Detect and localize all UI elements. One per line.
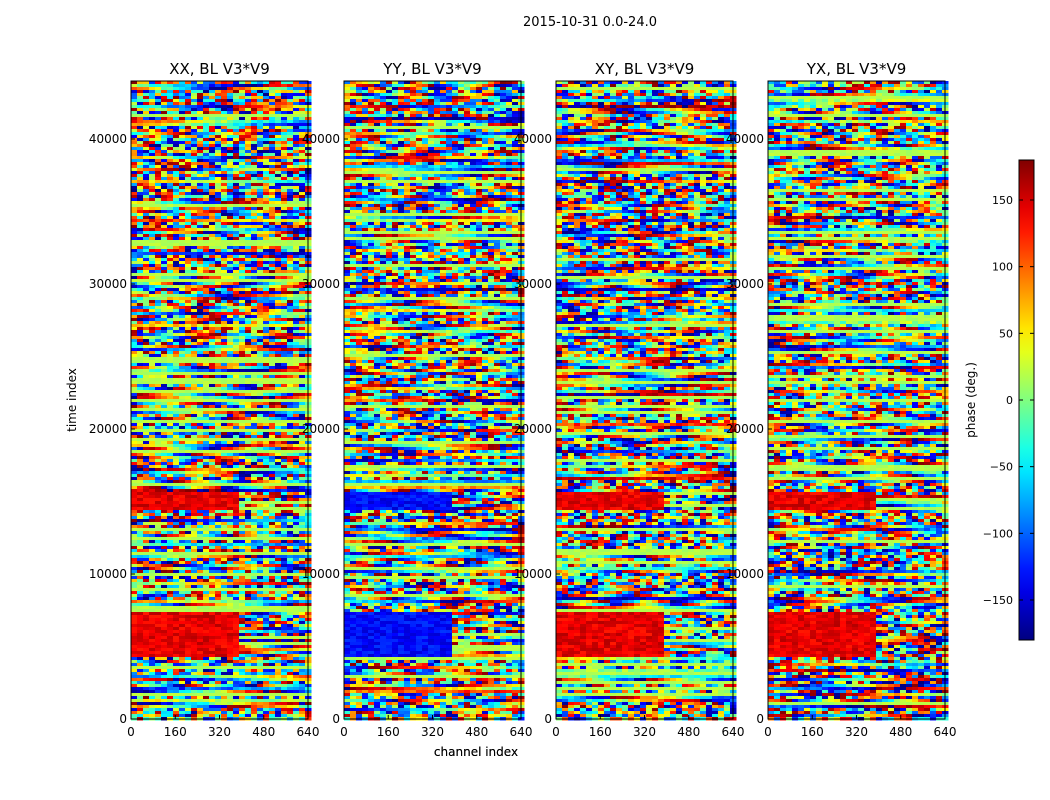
heatmap-image-1 [344, 81, 525, 721]
x-tick-label: 640 [934, 725, 957, 739]
y-tick-label: 30000 [302, 277, 340, 291]
x-tick-label: 160 [801, 725, 824, 739]
colorbar-tick-label: 100 [992, 261, 1013, 274]
colorbar-tick-label: −50 [990, 461, 1013, 474]
colorbar-label: phase (deg.) [964, 362, 978, 438]
x-tick-label: 480 [677, 725, 700, 739]
y-tick-label: 40000 [514, 132, 552, 146]
x-tick-label: 160 [377, 725, 400, 739]
x-tick-label: 640 [722, 725, 745, 739]
x-tick-label: 480 [889, 725, 912, 739]
y-tick-label: 20000 [89, 422, 127, 436]
x-tick-label: 320 [633, 725, 656, 739]
figure-suptitle: 2015-10-31 0.0-24.0 [523, 15, 657, 30]
y-tick-label: 0 [332, 712, 340, 726]
y-tick-label: 0 [119, 712, 127, 726]
heatmap-image-3 [768, 81, 949, 721]
y-tick-label: 10000 [302, 567, 340, 581]
y-tick-label: 10000 [726, 567, 764, 581]
x-tick-label: 0 [764, 725, 772, 739]
x-tick-label: 480 [252, 725, 275, 739]
y-tick-label: 30000 [89, 277, 127, 291]
y-tick-label: 10000 [89, 567, 127, 581]
y-tick-label: 10000 [514, 567, 552, 581]
y-tick-label: 40000 [302, 132, 340, 146]
heatmap-image-2 [556, 81, 737, 721]
x-tick-label: 320 [845, 725, 868, 739]
colorbar: 150 100 50 0 −50 −100 −150 phase (deg.) [964, 160, 1034, 640]
panel-2: XY, BL V3*V9 0 160 320 480 640 0 10000 20000 3000… [514, 60, 745, 739]
heatmap-image-0 [131, 81, 312, 721]
panel-title-2: XY, BL V3*V9 [595, 60, 695, 78]
panel-title-3: YX, BL V3*V9 [806, 60, 907, 78]
x-tick-label: 640 [297, 725, 320, 739]
y-tick-label: 40000 [89, 132, 127, 146]
x-axis-label: channel index [434, 745, 518, 759]
y-axis-label: time index [65, 368, 79, 432]
x-tick-label: 640 [510, 725, 533, 739]
colorbar-tick-label: −150 [983, 594, 1013, 607]
colorbar-tick-label: 0 [1006, 394, 1013, 407]
x-tick-label: 320 [421, 725, 444, 739]
x-tick-label: 160 [589, 725, 612, 739]
y-tick-label: 0 [756, 712, 764, 726]
x-tick-label: 480 [465, 725, 488, 739]
x-tick-label: 320 [208, 725, 231, 739]
figure: 2015-10-31 0.0-24.0 XX, BL V3*V9 0 160 320 4… [0, 0, 1050, 800]
panel-1: YY, BL V3*V9 0 160 320 480 640 0 10000 20000 3000… [302, 60, 533, 759]
x-tick-label: 0 [127, 725, 135, 739]
y-tick-label: 30000 [726, 277, 764, 291]
y-tick-label: 20000 [726, 422, 764, 436]
colorbar-tick-label: 150 [992, 194, 1013, 207]
colorbar-tick-label: 50 [999, 327, 1013, 340]
y-tick-label: 30000 [514, 277, 552, 291]
y-tick-label: 20000 [302, 422, 340, 436]
x-tick-label: 0 [552, 725, 560, 739]
y-tick-label: 0 [544, 712, 552, 726]
panel-3: YX, BL V3*V9 0 160 320 480 640 0 10000 20000 3000… [726, 60, 957, 739]
x-tick-label: 0 [340, 725, 348, 739]
colorbar-tick-label: −100 [983, 527, 1013, 540]
y-tick-label: 40000 [726, 132, 764, 146]
panels: XX, BL V3*V9 0 160 320 480 640 0 10000 20000 3000… [65, 60, 956, 759]
panel-title-0: XX, BL V3*V9 [169, 60, 270, 78]
y-tick-label: 20000 [514, 422, 552, 436]
x-tick-label: 160 [164, 725, 187, 739]
panel-title-1: YY, BL V3*V9 [382, 60, 481, 78]
